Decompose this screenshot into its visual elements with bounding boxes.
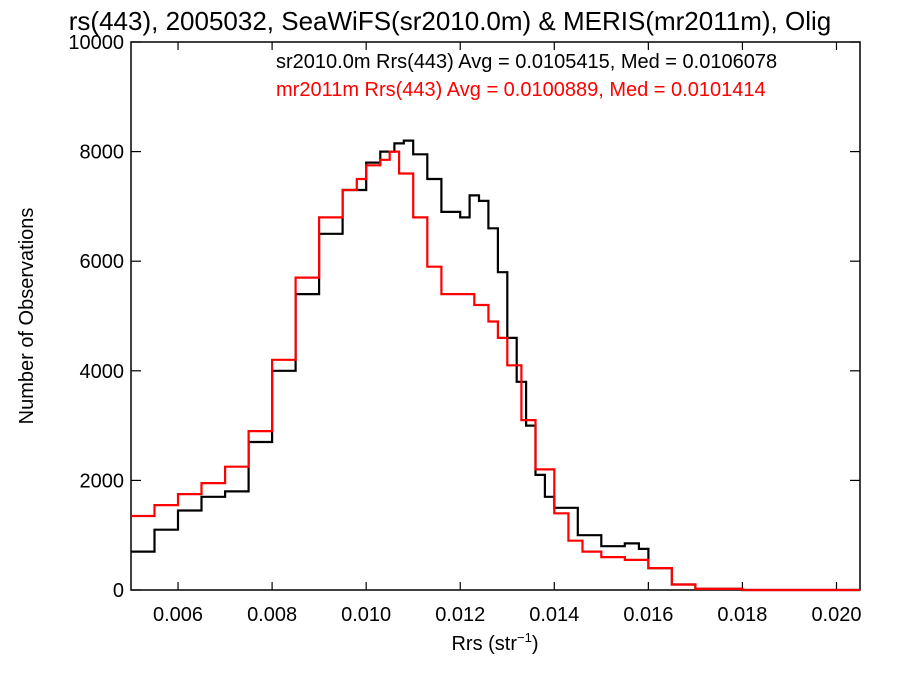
legend-entry-red: mr2011m Rrs(443) Avg = 0.0100889, Med = … [276, 79, 766, 101]
axis-ticks: 0.006 0.008 0.010 0.012 0.014 0.016 0.018 0.020… [68, 32, 861, 626]
legend-entry-black: sr2010.0m Rrs(443) Avg = 0.0105415, Med … [276, 51, 777, 73]
x-axis-label-main: Rrs (str [451, 633, 517, 655]
y-tick-label: 10000 [68, 32, 124, 54]
series-line-red [131, 150, 860, 592]
plot-frame [130, 41, 861, 591]
x-axis-label: Rrs (str−1) [451, 630, 538, 655]
x-axis-label-superscript: −1 [517, 630, 532, 645]
y-tick-label: 6000 [80, 251, 125, 273]
x-tick-label: 0.020 [811, 604, 861, 626]
y-tick-label: 0 [113, 580, 124, 602]
y-tick-label: 8000 [80, 142, 125, 164]
y-axis-label: Number of Observations [16, 208, 38, 425]
x-tick-label: 0.008 [247, 604, 297, 626]
y-tick-label: 2000 [80, 470, 125, 492]
x-tick-label: 0.014 [529, 604, 579, 626]
x-tick-label: 0.012 [435, 604, 485, 626]
x-tick-label: 0.016 [623, 604, 673, 626]
x-axis-label-close: ) [532, 633, 539, 655]
series-line-black [131, 139, 860, 592]
x-tick-label: 0.010 [341, 604, 391, 626]
x-tick-label: 0.018 [717, 604, 767, 626]
y-tick-label: 4000 [80, 361, 125, 383]
x-tick-label: 0.006 [153, 604, 203, 626]
chart-title: rs(443), 2005032, SeaWiFS(sr2010.0m) & M… [69, 6, 831, 36]
plot-series [131, 139, 860, 592]
